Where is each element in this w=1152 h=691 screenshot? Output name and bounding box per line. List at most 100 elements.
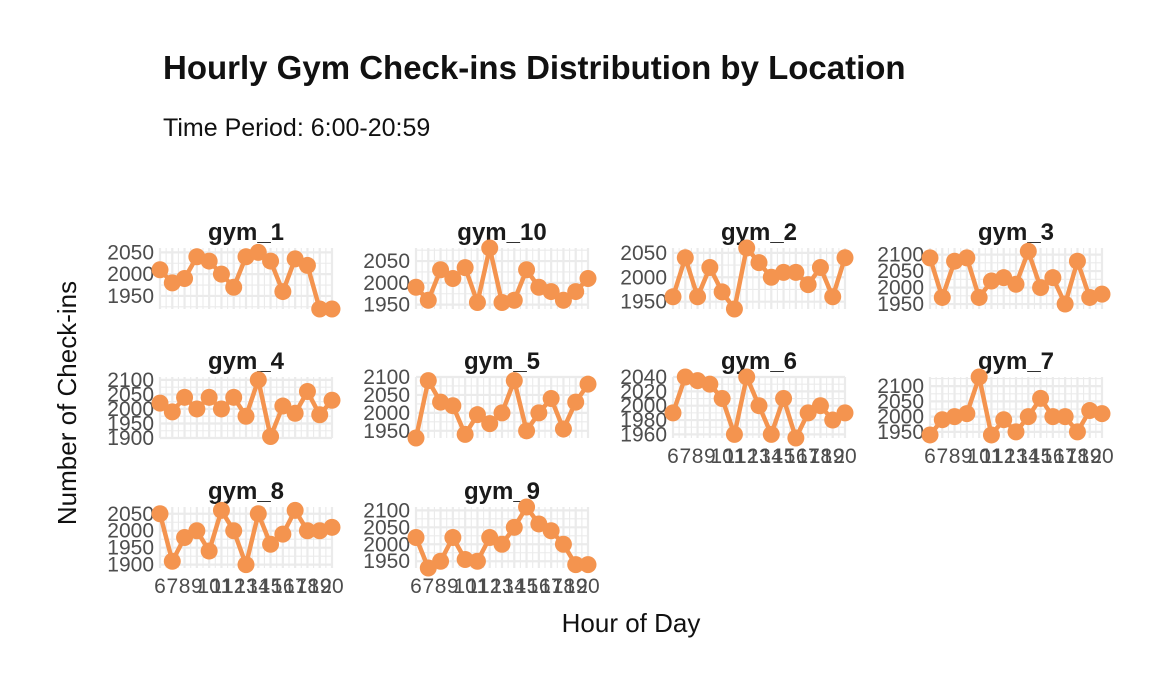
facet-strip-label: gym_7 — [978, 348, 1054, 375]
data-point — [444, 270, 462, 287]
x-tick-label: 14 — [247, 575, 271, 598]
data-point — [1068, 252, 1086, 270]
data-point — [921, 249, 939, 267]
data-point — [188, 400, 206, 418]
x-tick-label: 12 — [478, 575, 501, 598]
data-point — [579, 556, 597, 574]
x-tick-label: 9 — [191, 575, 203, 598]
facet-strip-label: gym_5 — [464, 348, 540, 375]
data-point — [542, 390, 560, 408]
y-tick-label: 1950 — [107, 285, 154, 308]
data-point — [505, 291, 523, 309]
data-point — [554, 291, 572, 309]
data-point — [274, 525, 292, 543]
data-point — [750, 397, 768, 415]
data-point — [432, 261, 450, 279]
x-tick-label: 10 — [710, 445, 733, 468]
y-tick-label: 2000 — [877, 277, 924, 300]
facet-strip-label: gym_2 — [721, 219, 797, 246]
y-tick-label: 1900 — [107, 427, 154, 450]
y-tick-label: 1950 — [877, 421, 924, 444]
x-tick-label: 15 — [1029, 445, 1052, 468]
x-tick-label: 8 — [692, 445, 704, 468]
data-point — [151, 394, 169, 412]
data-point — [518, 261, 536, 279]
data-point — [689, 288, 707, 306]
x-tick-label: 12 — [222, 575, 245, 598]
x-tick-label: 7 — [936, 445, 948, 468]
data-point — [1007, 423, 1025, 441]
data-point — [225, 278, 243, 296]
x-tick-label: 7 — [166, 575, 178, 598]
y-tick-label: 2000 — [107, 520, 154, 543]
x-tick-label: 10 — [967, 445, 990, 468]
x-tick-label: 16 — [1041, 445, 1064, 468]
data-point — [1032, 389, 1050, 407]
data-point — [676, 249, 694, 267]
y-axis-label: Number of Check-ins — [52, 281, 82, 525]
data-point — [701, 259, 719, 277]
data-point — [444, 397, 462, 415]
data-point — [567, 556, 585, 574]
data-point — [481, 415, 499, 433]
data-point — [262, 535, 280, 553]
x-tick-label: 18 — [1066, 445, 1089, 468]
data-point — [456, 259, 474, 277]
data-point — [468, 293, 486, 311]
x-tick-label: 6 — [154, 575, 166, 598]
data-point — [1068, 423, 1086, 441]
data-point — [298, 256, 316, 274]
data-point — [419, 372, 437, 390]
data-point — [262, 428, 280, 446]
data-point — [567, 393, 585, 411]
x-tick-label: 17 — [283, 575, 306, 598]
x-tick-label: 20 — [576, 575, 599, 598]
data-point — [750, 254, 768, 272]
x-tick-label: 16 — [527, 575, 550, 598]
data-point — [1044, 269, 1062, 287]
y-tick-label: 2000 — [877, 406, 924, 429]
data-point — [444, 529, 462, 546]
x-tick-label: 11 — [981, 445, 1003, 468]
x-tick-label: 12 — [735, 445, 758, 468]
data-point — [274, 283, 292, 301]
y-tick-label: 2100 — [363, 366, 410, 389]
x-tick-label: 11 — [467, 575, 489, 598]
x-tick-label: 16 — [784, 445, 807, 468]
y-tick-label: 2000 — [107, 263, 154, 286]
y-tick-label: 2000 — [363, 533, 410, 556]
data-point — [468, 552, 486, 570]
data-point — [212, 501, 230, 519]
x-tick-label: 14 — [760, 445, 784, 468]
y-tick-label: 1980 — [620, 409, 667, 432]
y-tick-label: 2050 — [877, 260, 924, 283]
data-point — [995, 411, 1013, 429]
x-tick-label: 10 — [453, 575, 476, 598]
x-tick-label: 16 — [271, 575, 294, 598]
x-tick-label: 11 — [724, 445, 746, 468]
y-tick-label: 2100 — [877, 244, 924, 267]
chart-title: Hourly Gym Check-ins Distribution by Loc… — [163, 49, 906, 86]
data-point — [958, 405, 976, 423]
y-tick-label: 2000 — [363, 272, 410, 295]
x-tick-label: 20 — [1090, 445, 1113, 468]
y-tick-label: 2020 — [620, 380, 667, 403]
y-tick-label: 2100 — [107, 369, 154, 392]
x-tick-label: 19 — [308, 575, 331, 598]
data-point — [775, 263, 793, 281]
x-tick-label: 13 — [234, 575, 257, 598]
data-point — [212, 400, 230, 418]
data-point — [579, 270, 597, 287]
data-point — [982, 426, 1000, 444]
data-point — [298, 383, 316, 401]
x-tick-label: 15 — [515, 575, 538, 598]
x-tick-label: 18 — [809, 445, 832, 468]
data-point — [432, 552, 450, 570]
